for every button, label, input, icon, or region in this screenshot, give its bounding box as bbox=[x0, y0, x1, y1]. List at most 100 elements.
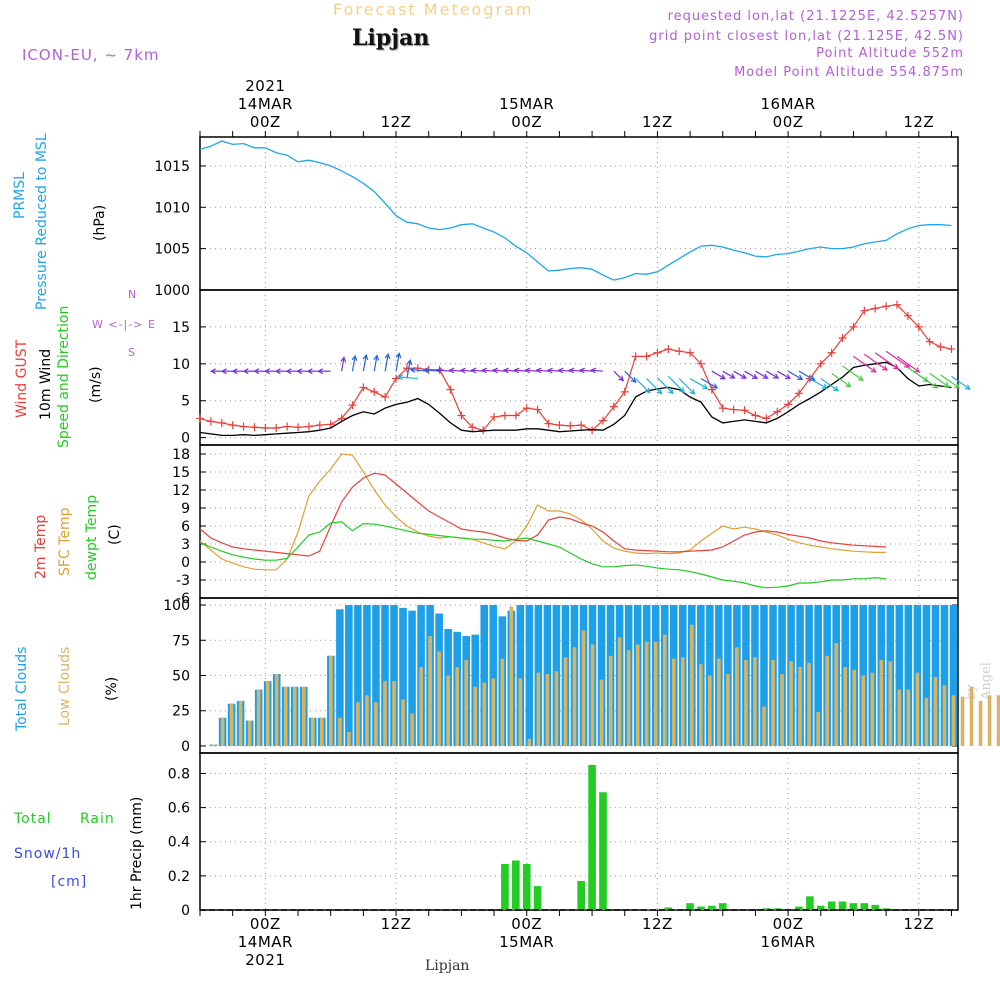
gust-marker bbox=[217, 418, 226, 427]
x-bottom-label: 00Z bbox=[511, 915, 542, 933]
wind-barb-head bbox=[242, 368, 249, 375]
wind-barb-head bbox=[220, 368, 227, 375]
series-gust-line bbox=[199, 304, 952, 431]
y-tick-label: 15 bbox=[172, 320, 190, 336]
bar-low-clouds bbox=[446, 675, 450, 746]
wind-barb bbox=[711, 370, 726, 380]
y-tick-label: 25 bbox=[172, 704, 190, 720]
gust-marker bbox=[871, 304, 880, 313]
wind-barb-head bbox=[712, 383, 719, 389]
bar-low-clouds bbox=[220, 717, 225, 746]
wind-barb-head bbox=[491, 367, 499, 374]
y-tick-label: 0 bbox=[181, 431, 190, 447]
bar-total-clouds bbox=[516, 605, 525, 746]
bar-total-clouds bbox=[408, 610, 416, 746]
wind-barb bbox=[514, 369, 527, 372]
p5-label-snow: Snow/1h bbox=[14, 846, 82, 862]
bar-total-clouds bbox=[931, 605, 940, 746]
bar-low-clouds bbox=[338, 717, 342, 746]
x-top-label: 2021 bbox=[245, 77, 285, 95]
bar-low-clouds bbox=[473, 686, 478, 746]
wind-barb bbox=[423, 369, 440, 372]
bar-low-clouds bbox=[392, 681, 396, 746]
wind-barb-head bbox=[373, 354, 380, 361]
y-tick-label: 50 bbox=[172, 669, 190, 685]
y-tick-label: 1005 bbox=[154, 242, 190, 258]
gust-marker bbox=[936, 342, 945, 351]
wind-barb-head bbox=[667, 388, 674, 395]
wind-barb bbox=[624, 370, 637, 383]
series-prmsl-line bbox=[199, 140, 952, 281]
x-top-label: 00Z bbox=[511, 113, 542, 131]
bar-total-clouds bbox=[940, 605, 949, 746]
bar-low-clouds bbox=[283, 686, 288, 746]
gust-marker bbox=[522, 404, 531, 413]
x-bottom-label: 12Z bbox=[381, 915, 412, 933]
point-altitude: Point Altitude 552m bbox=[816, 46, 964, 61]
wind-barb-head bbox=[578, 367, 585, 374]
wind-barb-head bbox=[435, 367, 442, 374]
bar-total-clouds bbox=[390, 605, 398, 746]
wind-barb bbox=[798, 370, 815, 381]
bar-low-clouds bbox=[699, 664, 703, 746]
bar-low-clouds bbox=[428, 636, 432, 746]
x-top-label: 00Z bbox=[250, 113, 281, 131]
bar-low-clouds bbox=[301, 686, 306, 746]
wind-barb-head bbox=[893, 364, 900, 370]
bar-low-clouds bbox=[401, 699, 405, 746]
gust-marker bbox=[359, 383, 368, 392]
wind-barb bbox=[722, 370, 735, 379]
bar-low-clouds bbox=[464, 660, 469, 746]
gust-marker bbox=[402, 364, 411, 373]
bar-low-clouds bbox=[545, 674, 550, 746]
gust-marker bbox=[914, 322, 923, 331]
wind-barb-head bbox=[546, 367, 553, 374]
gust-marker bbox=[620, 387, 629, 396]
wind-barb bbox=[929, 372, 949, 388]
bar-low-clouds bbox=[834, 643, 838, 746]
y-tick-label: 5 bbox=[181, 394, 190, 410]
gust-marker bbox=[566, 421, 575, 430]
wind-barb bbox=[395, 353, 400, 372]
bar-low-clouds bbox=[951, 695, 956, 746]
bar-rain bbox=[806, 896, 814, 910]
series-2m-temp-line bbox=[199, 472, 887, 557]
x-top-label: 16MAR bbox=[760, 95, 815, 113]
bar-rain bbox=[588, 764, 596, 910]
gust-marker bbox=[598, 416, 607, 425]
gust-marker bbox=[446, 385, 455, 394]
y-tick-label: 9 bbox=[181, 501, 190, 517]
bar-low-clouds bbox=[599, 679, 604, 746]
gust-marker bbox=[392, 374, 401, 383]
bar-low-clouds bbox=[536, 672, 541, 746]
wind-barb bbox=[656, 377, 674, 394]
wind-barb bbox=[874, 352, 899, 370]
gust-marker bbox=[653, 348, 662, 357]
p5-label-rain: Rain bbox=[80, 811, 115, 827]
bar-low-clouds bbox=[852, 669, 857, 746]
bar-low-clouds bbox=[924, 698, 929, 746]
bar-low-clouds bbox=[437, 651, 441, 746]
wind-barb bbox=[340, 357, 345, 372]
bar-low-clouds bbox=[987, 695, 992, 746]
p2-compass-s: S bbox=[128, 346, 136, 359]
gust-marker bbox=[283, 422, 292, 431]
wind-barb-head bbox=[481, 367, 488, 374]
wind-barb-head bbox=[914, 367, 921, 373]
bar-rain bbox=[653, 909, 662, 910]
wind-barb bbox=[525, 369, 538, 372]
wind-barb-head bbox=[422, 367, 429, 374]
wind-barb-head bbox=[524, 367, 531, 374]
bar-low-clouds bbox=[825, 655, 829, 746]
bar-low-clouds bbox=[329, 655, 333, 746]
gust-marker bbox=[740, 406, 749, 415]
wind-barb-head bbox=[409, 367, 416, 373]
gust-marker bbox=[686, 348, 695, 357]
bar-rain bbox=[533, 886, 542, 910]
wind-barb bbox=[362, 355, 367, 372]
gust-marker bbox=[272, 424, 281, 433]
bar-rain bbox=[816, 905, 825, 910]
model-name: ICON-EU, ~ 7km bbox=[22, 46, 160, 64]
wind-barb bbox=[700, 378, 718, 389]
